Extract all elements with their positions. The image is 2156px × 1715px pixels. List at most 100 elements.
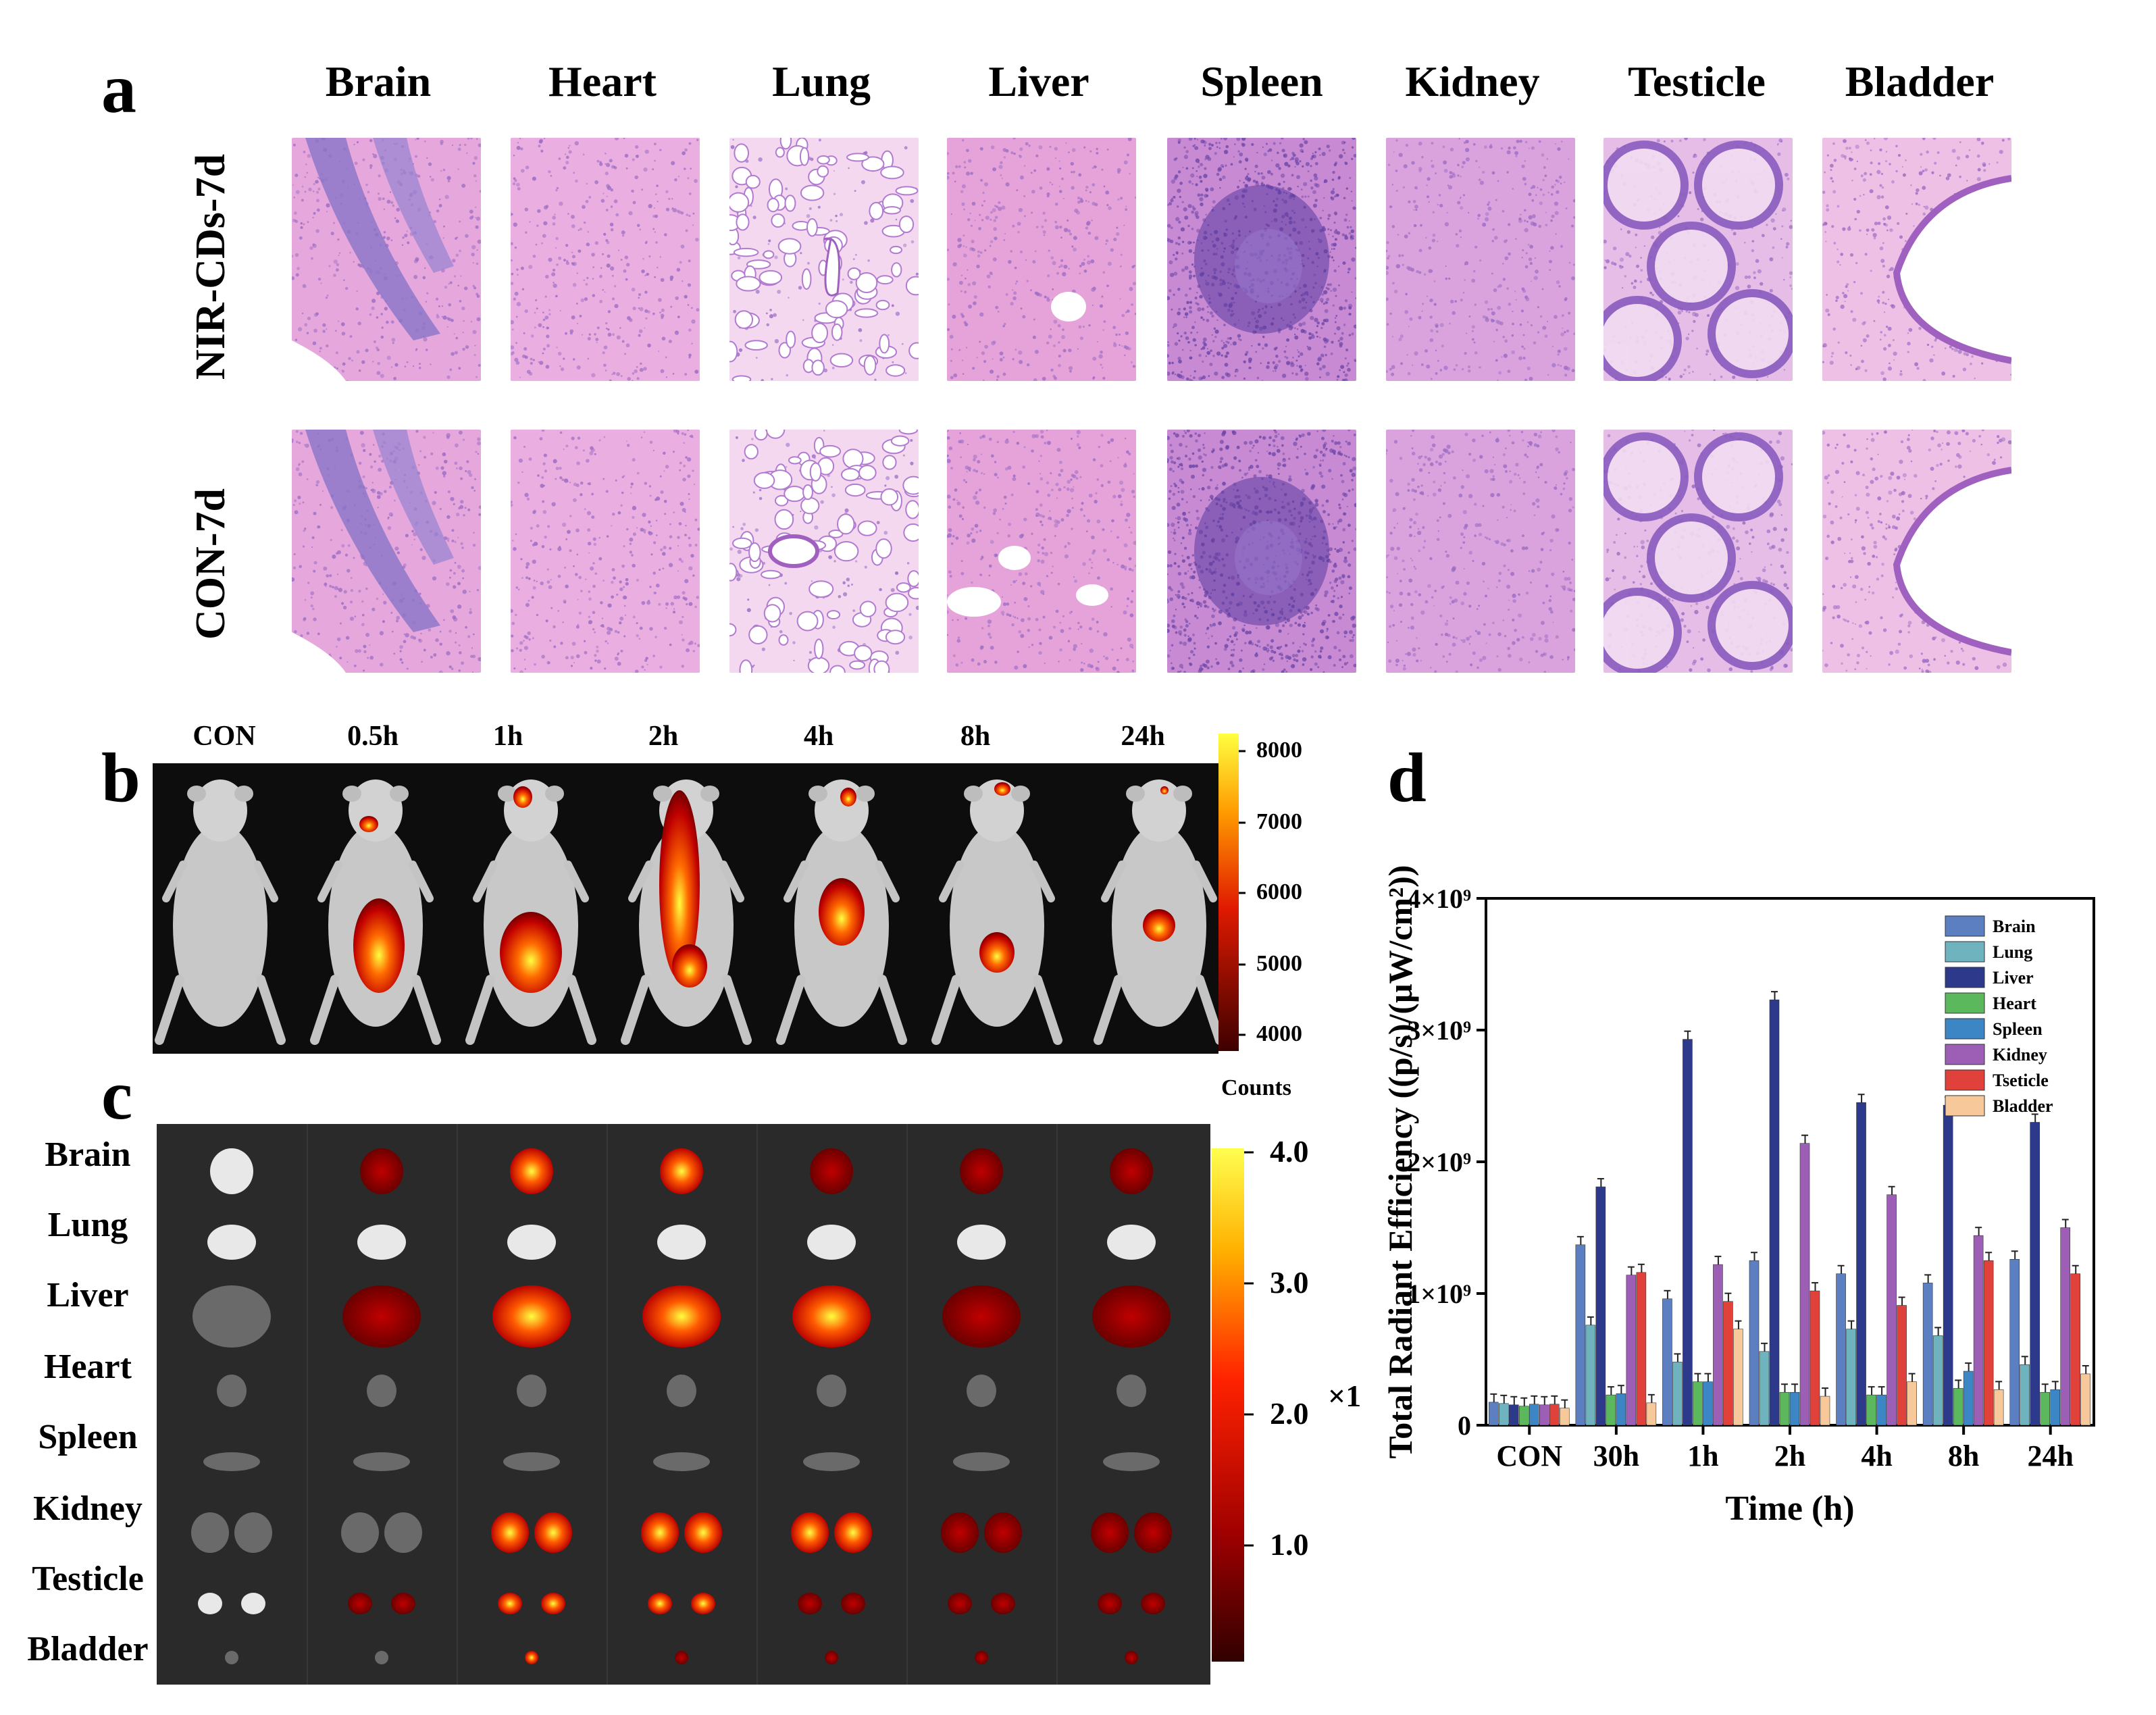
organ-testicle-left [198, 1593, 222, 1614]
histology-tile-con-liver [947, 430, 1136, 673]
bar-spleen-1h [1703, 1381, 1713, 1426]
organ-kidney-right [834, 1512, 872, 1553]
column-header-heart: Heart [548, 57, 657, 105]
histology-tile-con-testicle [1603, 430, 1793, 673]
organ-label-liver: Liver [47, 1276, 129, 1314]
bar-heart-2h [1779, 1391, 1790, 1426]
organ-column-0 [191, 1148, 272, 1664]
organ-bladder [375, 1651, 388, 1664]
row-label-con: CON-7d [188, 488, 234, 640]
time-label-1h: 1h [492, 721, 523, 752]
bar-liver-30h [1595, 1186, 1606, 1426]
organ-column-6 [1091, 1148, 1172, 1664]
bar-lung-4h [1846, 1329, 1856, 1426]
panel-a-letter: a [101, 50, 136, 128]
organ-kidney-left [1091, 1512, 1129, 1553]
bar-bladder-24h [2080, 1373, 2091, 1426]
bar-bladder-con [1559, 1408, 1570, 1426]
organ-label-kidney: Kidney [33, 1489, 143, 1528]
bar-liver-2h [1769, 999, 1780, 1426]
organ-label-heart: Heart [44, 1348, 132, 1386]
organ-label-spleen: Spleen [38, 1418, 138, 1456]
legend-label-kidney: Kidney [1993, 1045, 2047, 1065]
organ-testicle-left [1098, 1593, 1122, 1614]
organ-spleen [203, 1452, 260, 1471]
organ-heart [367, 1375, 396, 1407]
organ-kidney-right [1134, 1512, 1172, 1553]
x-axis-label: Time (h) [1725, 1489, 1854, 1528]
legend-label-brain: Brain [1993, 917, 2036, 936]
histology-tile-con-heart [511, 430, 700, 673]
bar-heart-1h [1693, 1381, 1703, 1426]
y-tick-label-0: 0 [1458, 1410, 1471, 1441]
bar-brain-2h [1749, 1260, 1760, 1426]
organ-liver [642, 1285, 721, 1348]
mouse-4h [776, 779, 907, 1045]
organ-testicle-left [348, 1593, 372, 1614]
organ-lung [507, 1225, 556, 1260]
mouse-2h [621, 779, 752, 1045]
legend-swatch-spleen [1945, 1018, 1985, 1040]
organ-testicle-left [648, 1593, 672, 1614]
mouse-con [155, 779, 286, 1045]
x-tick-label-4h: 4h [1861, 1439, 1892, 1473]
bar-tseticle-30h [1636, 1272, 1647, 1426]
x-tick-label-con: CON [1496, 1439, 1562, 1473]
legend-swatch-kidney [1945, 1044, 1985, 1065]
time-label-0-5h: 0.5h [347, 721, 399, 752]
bar-tseticle-con [1549, 1404, 1560, 1426]
time-label-8h: 8h [960, 721, 991, 752]
organ-column-1 [341, 1148, 422, 1664]
column-header-liver: Liver [988, 57, 1089, 105]
histology-tile-nir-cds-kidney [1386, 138, 1575, 381]
counts-tick-6000: 6000 [1256, 879, 1302, 904]
bar-brain-30h [1575, 1244, 1586, 1426]
counts-unit-label: Counts [1221, 1075, 1291, 1100]
time-label-24h: 24h [1121, 721, 1165, 752]
y-tick-label-2: 2×10⁹ [1407, 1147, 1471, 1177]
efficiency-tick-2-0: 2.0 [1270, 1396, 1309, 1431]
organ-kidney-left [491, 1512, 529, 1553]
legend-swatch-tseticle [1945, 1069, 1985, 1091]
y-axis-label: Total Radiant Efficiency ((p/s)/(μW/cm²)… [1381, 865, 1419, 1459]
legend-label-liver: Liver [1993, 968, 2034, 988]
organ-spleen [953, 1452, 1010, 1471]
bar-heart-8h [1953, 1388, 1964, 1426]
organ-kidney-left [941, 1512, 979, 1553]
bar-bladder-4h [1907, 1381, 1917, 1426]
bar-liver-con [1508, 1404, 1519, 1426]
organ-testicle-left [798, 1593, 822, 1614]
counts-tick-4000: 4000 [1256, 1021, 1302, 1046]
organ-liver [942, 1285, 1021, 1348]
efficiency-tick-1-0: 1.0 [1270, 1527, 1309, 1562]
organ-label-bladder: Bladder [27, 1630, 149, 1668]
organ-column-5 [941, 1148, 1022, 1664]
bar-bladder-8h [1993, 1389, 2004, 1426]
organ-bladder [525, 1651, 538, 1664]
organ-testicle-left [498, 1593, 522, 1614]
mouse-imaging-svg [155, 779, 1225, 1045]
bar-heart-4h [1866, 1394, 1876, 1426]
bar-liver-4h [1856, 1102, 1866, 1426]
organ-lung [807, 1225, 856, 1260]
column-header-kidney: Kidney [1405, 57, 1540, 105]
organ-kidney-right [234, 1512, 272, 1553]
bar-brain-24h [2009, 1258, 2020, 1426]
bar-kidney-1h [1713, 1264, 1723, 1426]
bar-kidney-2h [1799, 1143, 1810, 1426]
organ-bladder [975, 1651, 988, 1664]
column-header-brain: Brain [325, 57, 432, 105]
counts-tick-5000: 5000 [1256, 951, 1302, 976]
organ-lung [357, 1225, 406, 1260]
bar-brain-8h [1922, 1283, 1933, 1426]
legend-swatch-brain [1945, 915, 1985, 937]
counts-tick-7000: 7000 [1256, 809, 1302, 834]
mouse-1h [465, 779, 596, 1045]
organ-brain [510, 1148, 553, 1194]
bar-tseticle-1h [1723, 1301, 1733, 1426]
mouse-imaging-panel [153, 763, 1225, 1054]
histology-tile-con-kidney [1386, 430, 1575, 673]
organ-brain [960, 1148, 1003, 1194]
panel-c-letter: c [101, 1056, 133, 1134]
